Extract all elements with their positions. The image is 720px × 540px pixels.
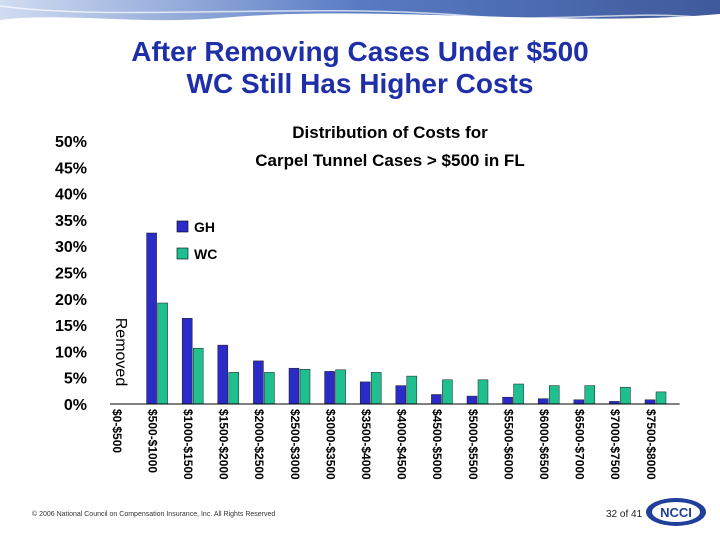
x-tick-label: $3000-$3500	[323, 409, 337, 480]
chart-title-line-2: Carpel Tunnel Cases > $500 in FL	[255, 151, 524, 170]
legend-label-gh: GH	[194, 219, 215, 235]
bar-wc	[406, 375, 418, 405]
bar-wc	[299, 369, 311, 405]
bar-gh	[431, 394, 442, 405]
bar-gh	[288, 367, 300, 405]
legend-label-wc: WC	[194, 246, 217, 262]
bar-gh	[217, 344, 229, 405]
slide-title: After Removing Cases Under $500 WC Still…	[0, 36, 720, 100]
x-tick-label: $7500-$8000	[644, 409, 658, 480]
logo-text: NCCI	[660, 505, 692, 520]
y-tick-label: 20%	[55, 292, 87, 309]
y-tick-label: 50%	[55, 134, 87, 151]
slide-title-line-1: After Removing Cases Under $500	[131, 36, 589, 67]
bar-wc	[548, 385, 560, 405]
x-tick-label: $5000-$5500	[466, 409, 480, 480]
y-tick-label: 15%	[55, 318, 87, 335]
bar-wc	[584, 385, 596, 405]
chart-title-line-1: Distribution of Costs for	[292, 123, 488, 142]
bar-wc	[370, 372, 382, 405]
bar-wc	[335, 369, 346, 405]
x-tick-label: $5500-$6000	[501, 409, 515, 480]
x-tick-label: $2500-$3000	[288, 409, 302, 480]
ncci-logo: NCCI	[646, 498, 706, 526]
slide-title-line-2: WC Still Has Higher Costs	[186, 68, 534, 99]
bar-gh	[359, 381, 371, 405]
bar-gh	[537, 398, 549, 405]
legend-swatch-wc	[176, 247, 189, 260]
x-tick-label: $7000-$7500	[608, 409, 622, 480]
y-tick-label: 30%	[55, 239, 87, 256]
x-tick-label: $1500-$2000	[217, 409, 231, 480]
bar-gh	[395, 385, 407, 405]
x-tick-label: $6500-$7000	[573, 409, 587, 480]
bar-gh	[502, 396, 513, 405]
x-tick-label: $3500-$4000	[359, 409, 373, 480]
y-tick-label: 25%	[55, 266, 87, 283]
y-tick-label: 0%	[64, 397, 87, 414]
x-tick-label: $4500-$5000	[430, 409, 444, 480]
bar-gh	[146, 232, 157, 405]
y-tick-label: 10%	[55, 344, 87, 361]
bar-wc	[620, 386, 631, 405]
bar-wc	[264, 372, 275, 405]
bar-wc	[513, 383, 524, 405]
x-tick-label: $4000-$4500	[395, 409, 409, 480]
bars	[110, 232, 680, 405]
page-number: 32 of 41	[606, 509, 643, 520]
x-tick-label: $2000-$2500	[252, 409, 266, 480]
bar-wc	[157, 302, 168, 405]
copyright-footer: © 2006 National Council on Compensation …	[32, 511, 276, 518]
bar-gh	[466, 395, 478, 405]
bar-gh	[324, 371, 335, 405]
bar-gh	[573, 399, 585, 405]
x-tick-label: $0-$500	[110, 409, 124, 453]
removed-label: Removed	[112, 318, 129, 386]
y-tick-label: 35%	[55, 213, 87, 230]
y-tick-label: 40%	[55, 187, 87, 204]
bar-wc	[655, 391, 667, 405]
y-tick-label: 5%	[64, 371, 87, 388]
y-tick-label: 45%	[55, 160, 87, 177]
bar-gh	[644, 399, 656, 405]
x-axis-labels: $0-$500 $500-$1000 $1000-$1500 $1500-$2000 $…	[110, 409, 658, 480]
legend: GH WC	[176, 219, 217, 262]
bar-wc	[442, 379, 453, 405]
bar-gh	[181, 318, 193, 405]
bar-wc	[192, 347, 204, 405]
x-tick-label: $1000-$1500	[181, 409, 195, 480]
x-tick-label: $500-$1000	[145, 409, 159, 473]
bar-gh	[253, 360, 264, 405]
x-tick-label: $6000-$6500	[537, 409, 551, 480]
bar-wc	[228, 372, 240, 405]
top-banner-decoration	[0, 0, 720, 21]
legend-swatch-gh	[176, 220, 189, 233]
bar-wc	[477, 379, 489, 405]
y-axis-ticks: 0% 5% 10% 15% 20% 25% 30% 35% 40% 45% 50%	[55, 134, 87, 414]
